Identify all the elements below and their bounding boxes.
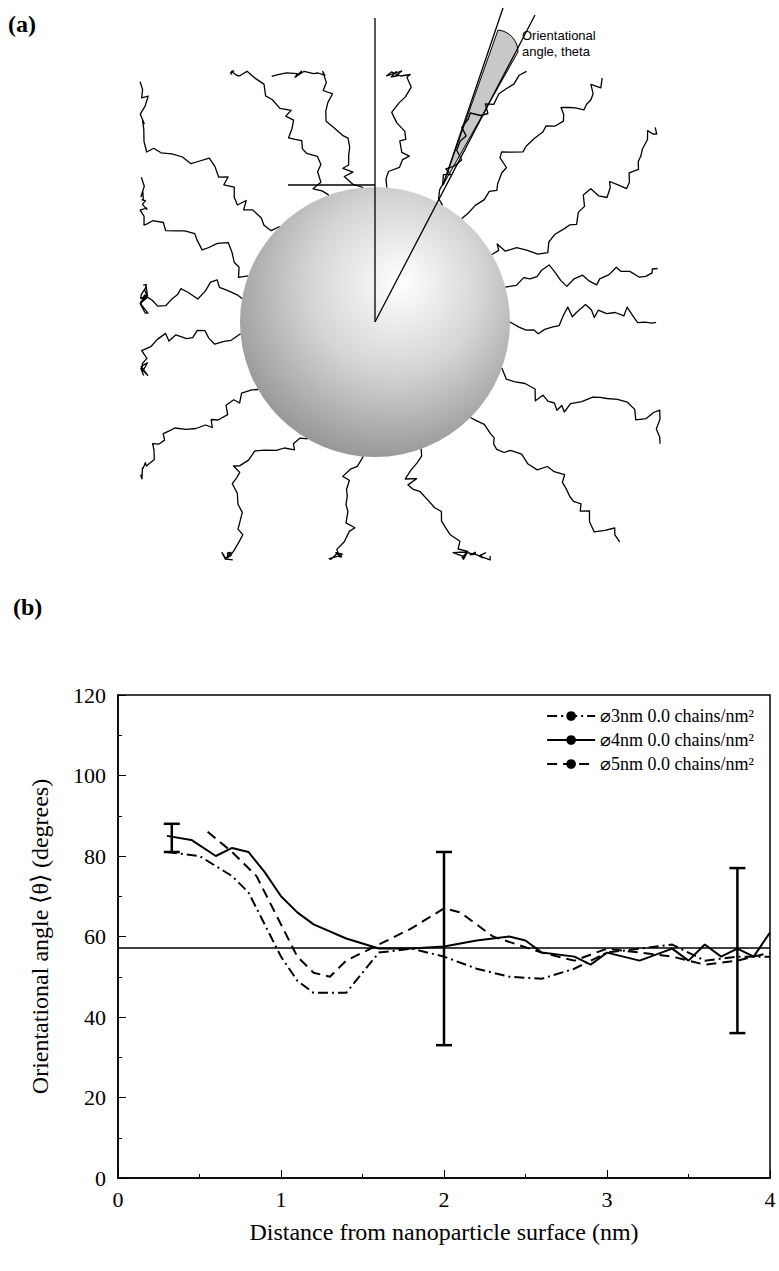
svg-text:40: 40: [84, 1005, 106, 1030]
svg-text:120: 120: [73, 683, 106, 708]
svg-text:⌀3nm 0.0 chains/nm²: ⌀3nm 0.0 chains/nm²: [600, 706, 754, 726]
svg-text:20: 20: [84, 1085, 106, 1110]
svg-text:Distance from nanoparticle sur: Distance from nanoparticle surface (nm): [249, 1219, 638, 1245]
svg-text:4: 4: [765, 1187, 776, 1212]
svg-text:(b): (b): [13, 594, 42, 620]
svg-text:⌀4nm 0.0 chains/nm²: ⌀4nm 0.0 chains/nm²: [600, 730, 754, 750]
svg-text:3: 3: [602, 1187, 613, 1212]
svg-text:0: 0: [113, 1187, 124, 1212]
svg-text:2: 2: [439, 1187, 450, 1212]
svg-text:1: 1: [276, 1187, 287, 1212]
svg-text:80: 80: [84, 844, 106, 869]
svg-text:100: 100: [73, 763, 106, 788]
svg-text:0: 0: [95, 1166, 106, 1191]
svg-text:Orientational angle ⟨θ⟩ (degre: Orientational angle ⟨θ⟩ (degrees): [27, 779, 53, 1094]
svg-text:60: 60: [84, 924, 106, 949]
svg-text:(a): (a): [8, 11, 36, 37]
svg-text:angle, theta: angle, theta: [522, 44, 591, 59]
svg-text:Orientational: Orientational: [522, 28, 596, 43]
svg-text:⌀5nm 0.0 chains/nm²: ⌀5nm 0.0 chains/nm²: [600, 754, 754, 774]
